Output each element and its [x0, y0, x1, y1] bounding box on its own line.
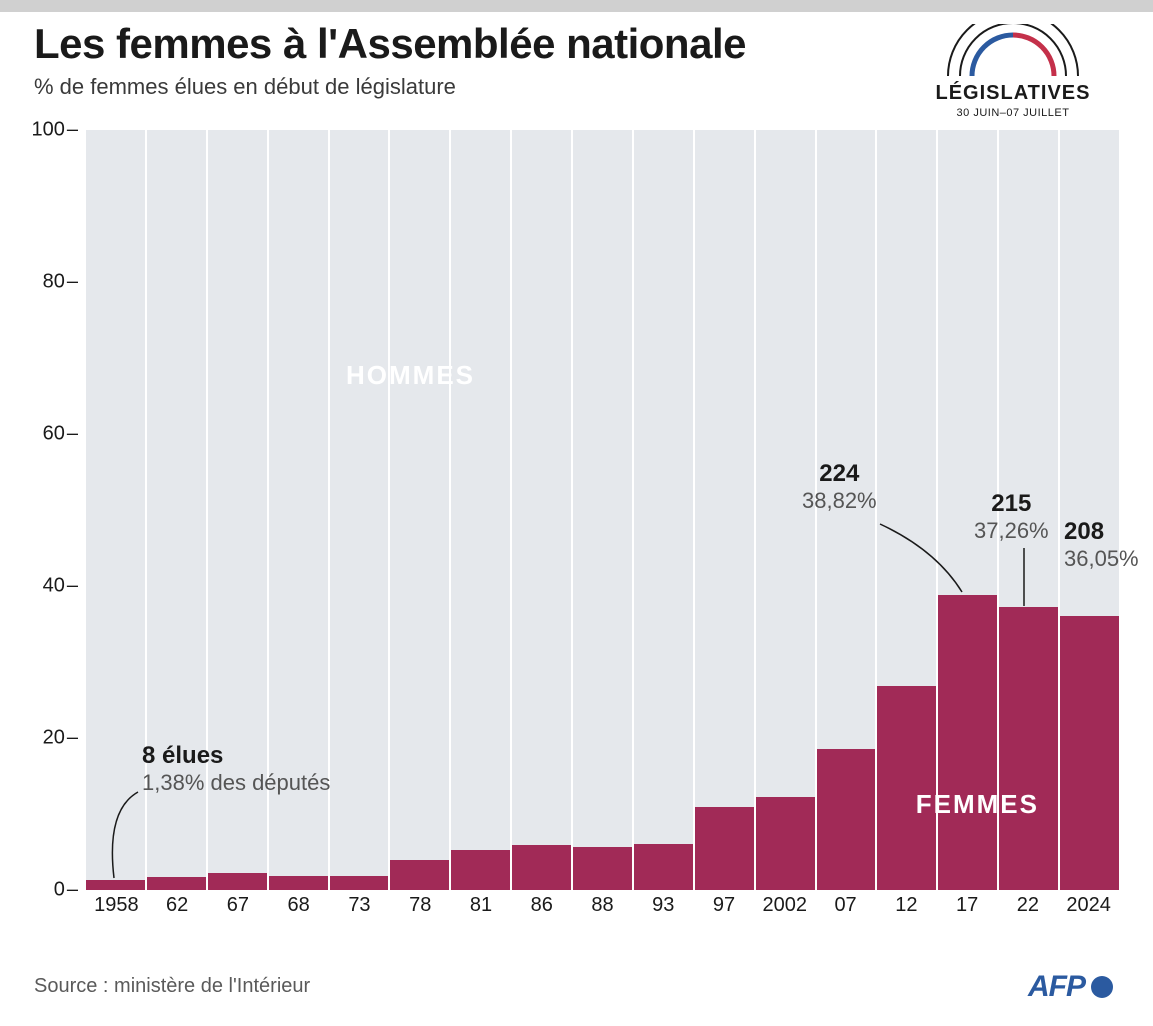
bar — [269, 876, 328, 890]
x-tick-label: 12 — [876, 890, 937, 920]
x-tick-label: 73 — [329, 890, 390, 920]
y-tick: 80– — [43, 271, 78, 294]
x-tick-label: 97 — [694, 890, 755, 920]
label-femmes: FEMMES — [916, 789, 1039, 820]
x-tick-label: 93 — [633, 890, 694, 920]
bar — [999, 607, 1058, 890]
bar — [86, 880, 145, 890]
plot-area: HOMMES FEMMES 8 élues 1,38% des députés … — [86, 130, 1119, 890]
afp-dot-icon — [1091, 976, 1113, 998]
bar-column — [634, 130, 695, 890]
bar — [695, 807, 754, 890]
bar-column — [573, 130, 634, 890]
bar — [1060, 616, 1119, 890]
bar-background — [330, 130, 389, 890]
callout-1958-count: 8 élues — [142, 742, 330, 770]
bar-column — [512, 130, 573, 890]
bar — [573, 847, 632, 890]
bar — [208, 873, 267, 890]
bar — [512, 845, 571, 890]
bar-background — [512, 130, 571, 890]
bar-background — [86, 130, 145, 890]
y-tick: 40– — [43, 575, 78, 598]
legislatives-logo: LÉGISLATIVES 30 JUIN–07 JUILLET — [913, 24, 1113, 119]
x-tick-label: 1958 — [86, 890, 147, 920]
top-bar — [0, 0, 1153, 12]
bar-background — [390, 130, 449, 890]
label-hommes: HOMMES — [346, 360, 475, 391]
x-tick-label: 22 — [997, 890, 1058, 920]
callout-2022: 215 37,26% — [974, 490, 1049, 544]
x-tick-label: 86 — [511, 890, 572, 920]
x-tick-label: 78 — [390, 890, 451, 920]
x-tick-label: 62 — [147, 890, 208, 920]
y-tick: 0– — [54, 879, 78, 902]
bar-background — [695, 130, 754, 890]
afp-logo: AFP — [1028, 970, 1113, 1004]
y-tick: 20– — [43, 727, 78, 750]
bar — [634, 844, 693, 890]
bar-column — [330, 130, 391, 890]
callout-1958-pct: 1,38% des députés — [142, 770, 330, 796]
callout-2022-count: 215 — [974, 490, 1049, 518]
x-tick-label: 81 — [451, 890, 512, 920]
bar — [147, 877, 206, 890]
bar-column — [390, 130, 451, 890]
bar-background — [451, 130, 510, 890]
bar — [756, 797, 815, 890]
bar — [451, 850, 510, 890]
bar — [330, 876, 389, 890]
callout-2017-count: 224 — [802, 460, 877, 488]
x-tick-label: 2002 — [754, 890, 815, 920]
bar — [877, 686, 936, 890]
x-axis-labels: 1958626768737881868893972002071217222024 — [86, 890, 1119, 920]
bar — [390, 860, 449, 890]
bar-column — [451, 130, 512, 890]
x-tick-label: 07 — [815, 890, 876, 920]
bar-column — [877, 130, 938, 890]
afp-text: AFP — [1028, 970, 1085, 1004]
bar — [938, 595, 997, 890]
callout-1958: 8 élues 1,38% des députés — [142, 742, 330, 796]
logo-title: LÉGISLATIVES — [913, 82, 1113, 105]
bar — [817, 749, 876, 890]
y-tick: 60– — [43, 423, 78, 446]
x-tick-label: 88 — [572, 890, 633, 920]
x-tick-label: 17 — [937, 890, 998, 920]
x-tick-label: 2024 — [1058, 890, 1119, 920]
callout-2017-pct: 38,82% — [802, 488, 877, 514]
bar-column — [695, 130, 756, 890]
callout-2024-pct: 36,05% — [1064, 546, 1139, 572]
logo-arcs-icon — [913, 24, 1113, 80]
callout-2024: 208 36,05% — [1064, 518, 1139, 572]
bar-background — [634, 130, 693, 890]
y-axis: 0–20–40–60–80–100– — [34, 130, 78, 920]
y-tick: 100– — [32, 119, 79, 142]
callout-2022-pct: 37,26% — [974, 518, 1049, 544]
bar-background — [573, 130, 632, 890]
x-tick-label: 68 — [268, 890, 329, 920]
logo-dates: 30 JUIN–07 JUILLET — [913, 107, 1113, 119]
bar-column — [86, 130, 147, 890]
bar-chart: 0–20–40–60–80–100– HOMMES FEMMES 8 élues… — [34, 130, 1119, 920]
x-tick-label: 67 — [208, 890, 269, 920]
callout-2024-count: 208 — [1064, 518, 1139, 546]
callout-2017: 224 38,82% — [802, 460, 877, 514]
bar-column — [1060, 130, 1119, 890]
source-text: Source : ministère de l'Intérieur — [34, 975, 310, 998]
